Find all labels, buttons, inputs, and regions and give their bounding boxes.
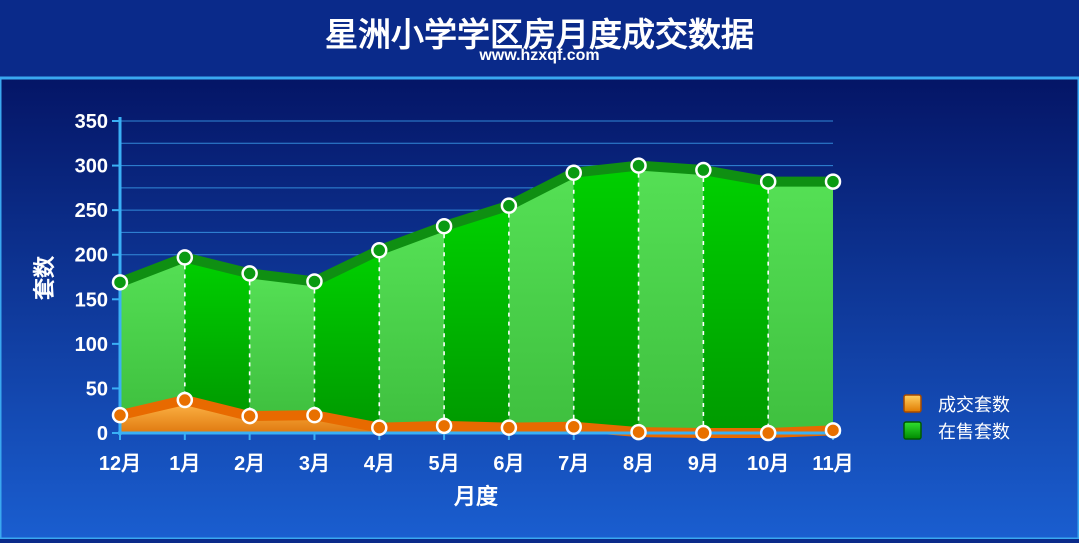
onsale-point [306,273,323,290]
sold-point [241,407,258,425]
onsale-point [371,242,388,259]
y-tick-label: 0 [97,423,108,445]
area-fills [120,165,833,434]
sold-point [500,419,518,436]
month-dividers [184,173,769,427]
onsale-point [176,249,194,266]
legend-label: 成交套数 [938,395,1010,415]
sold-point [111,406,129,424]
onsale-area-band [573,165,639,433]
onsale-point [565,164,582,181]
sold-point [371,419,388,436]
x-tick-label: 11月 [812,453,853,475]
x-tick-label: 1月 [169,453,200,475]
chart-panel: 0 50 100 150 200 250 300 350 12月 1月 2月 3月 4月 5月 6月 7月 8月… [0,76,1079,541]
legend-swatch [903,394,922,413]
legend-label: 在售套数 [938,422,1010,442]
x-tick-label: 4月 [364,453,395,475]
onsale-area-band [184,257,250,417]
sold-point [176,391,194,409]
onsale-area-band [120,257,185,416]
y-axis-label: 套数 [32,255,57,300]
y-tick-label: 50 [86,378,108,400]
sold-area [120,400,833,433]
onsale-area-band [703,170,769,433]
sold-point [759,424,777,442]
y-tick-label: 300 [75,156,108,178]
onsale-point [695,161,712,179]
onsale-point [759,173,777,190]
x-tick-label: 2月 [234,453,265,475]
onsale-area-band [379,226,445,428]
x-tick-label: 5月 [429,453,460,475]
sold-point [306,406,323,424]
y-tick-label: 350 [75,111,108,133]
onsale-area-band [314,250,380,428]
legend-swatch [903,421,922,440]
x-tick-label: 8月 [623,453,654,475]
onsale-area-band [638,165,704,434]
x-tick-label: 6月 [493,453,524,475]
onsale-area-band [768,181,833,433]
chart-svg: 0 50 100 150 200 250 300 350 12月 1月 2月 3月 4月 5月 6月 7月 8月… [0,76,1079,541]
sold-point [565,418,582,436]
onsale-point [435,217,453,235]
onsale-area-band [508,172,574,428]
y-tick-label: 250 [75,200,108,222]
x-tick-label: 3月 [299,453,330,475]
y-tick-label: 200 [75,245,108,267]
onsale-area-band [444,205,509,428]
data-points [111,157,842,442]
onsale-series-line [118,160,833,288]
y-tick-label: 100 [75,334,108,356]
x-tick-label: 7月 [558,453,589,475]
sold-point [630,423,647,441]
onsale-point [500,197,518,214]
onsale-point [630,157,647,174]
x-tick-label: 12月 [99,453,141,475]
onsale-area-band [249,273,315,417]
chart-subtitle: www.hzxqf.com [479,47,600,64]
onsale-point [241,265,258,282]
x-tick-label: 10月 [747,453,789,475]
x-axis-label: 月度 [453,484,499,509]
sold-point [695,424,712,442]
onsale-point [824,173,842,190]
sold-point [435,417,453,435]
sold-point [824,422,842,439]
y-tick-label: 150 [75,289,108,311]
onsale-point [111,274,129,291]
tick-labels: 0 50 100 150 200 250 300 350 12月 1月 2月 3月 4月 5月 6月 7月 8月… [75,111,854,475]
x-tick-label: 9月 [688,453,719,475]
chart-title: 星洲小学学区房月度成交数据 [325,15,754,54]
